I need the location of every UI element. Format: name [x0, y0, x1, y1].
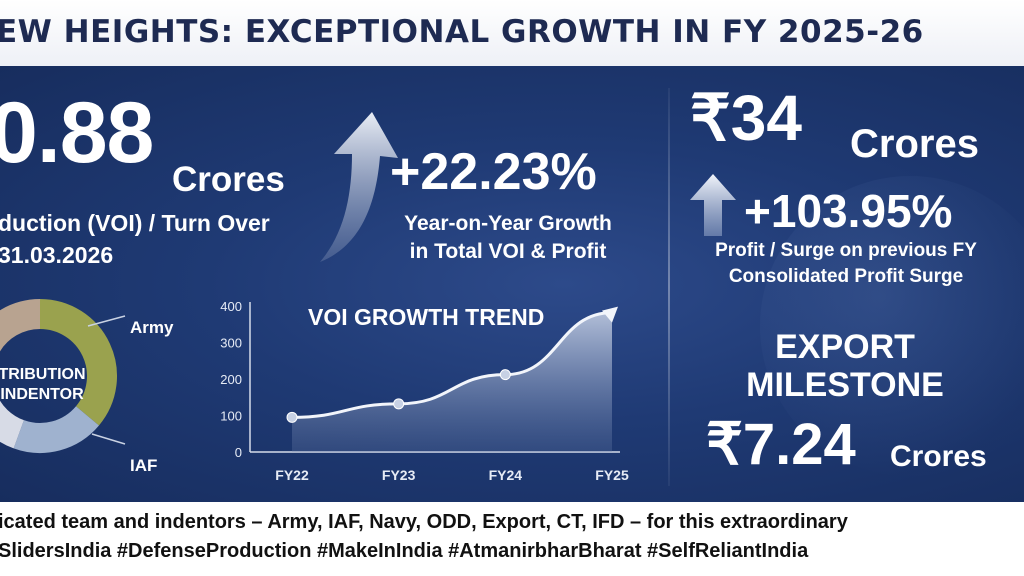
- voi-date: 31.03.2026: [0, 242, 114, 268]
- growth-percent: +22.23%: [390, 143, 597, 201]
- donut-center-2: INDENTOR: [0, 386, 84, 403]
- y-tick-label: 400: [220, 299, 242, 314]
- export-amount: ₹7.24: [706, 412, 856, 477]
- voi-amount: 0.88: [0, 85, 154, 181]
- export-unit: Crores: [890, 440, 987, 473]
- export-heading-1: EXPORT: [775, 328, 915, 366]
- voi-unit: Crores: [172, 160, 285, 199]
- label-iaf: IAF: [130, 456, 158, 475]
- x-tick-label: FY25: [595, 467, 629, 483]
- profit-amount: ₹34: [690, 82, 802, 154]
- footer-line-2: SlidersIndia #DefenseProduction #MakeInI…: [0, 540, 809, 562]
- y-tick-label: 100: [220, 409, 242, 424]
- voi-growth-chart: 0 100 200 300 400 FY22 FY23 FY24 FY25: [220, 299, 629, 483]
- profit-caption-2: Consolidated Profit Surge: [728, 266, 964, 287]
- y-tick-label: 300: [220, 336, 242, 351]
- growth-caption-2: in Total VOI & Profit: [409, 240, 607, 263]
- footer-line-1: icated team and indentors – Army, IAF, N…: [0, 511, 848, 533]
- donut-segment-army: [39, 299, 117, 426]
- distribution-donut: [0, 299, 126, 453]
- iaf-leader-line: [91, 433, 126, 445]
- stats-panel: 0.88 Crores duction (VOI) / Turn Over 31…: [0, 66, 1024, 502]
- army-leader-line: [87, 315, 126, 327]
- donut-center-1: TRIBUTION: [0, 366, 86, 383]
- profit-caption-1: Profit / Surge on previous FY: [715, 240, 977, 261]
- title-banner: EW HEIGHTS: EXCEPTIONAL GROWTH IN FY 202…: [0, 0, 1024, 66]
- data-point: [286, 411, 298, 423]
- voi-label: duction (VOI) / Turn Over: [0, 210, 270, 236]
- chart-title: VOI GROWTH TREND: [308, 304, 545, 330]
- trend-arrowhead: [602, 306, 618, 323]
- banner-title: EW HEIGHTS: EXCEPTIONAL GROWTH IN FY 202…: [0, 14, 924, 50]
- x-tick-label: FY24: [489, 467, 523, 483]
- donut-segment-iaf: [13, 405, 99, 453]
- data-point: [499, 369, 511, 381]
- growth-arrow-icon: [320, 112, 398, 262]
- export-heading-2: MILESTONE: [746, 366, 944, 404]
- globe-graphic: [760, 176, 1024, 476]
- data-point: [393, 398, 405, 410]
- panel-divider: [668, 88, 670, 486]
- donut-segment-other: [0, 299, 41, 352]
- series-line: [291, 311, 613, 419]
- donut-segment-light: [0, 400, 25, 449]
- series-area: [292, 312, 612, 452]
- x-tick-label: FY23: [382, 467, 416, 483]
- y-tick-label: 200: [220, 372, 242, 387]
- growth-caption-1: Year-on-Year Growth: [404, 212, 612, 235]
- profit-percent: +103.95%: [744, 185, 953, 237]
- label-army: Army: [130, 318, 174, 337]
- x-tick-label: FY22: [275, 467, 309, 483]
- y-tick-label: 0: [235, 445, 242, 460]
- profit-arrow-icon: [690, 174, 736, 236]
- profit-unit: Crores: [850, 122, 979, 166]
